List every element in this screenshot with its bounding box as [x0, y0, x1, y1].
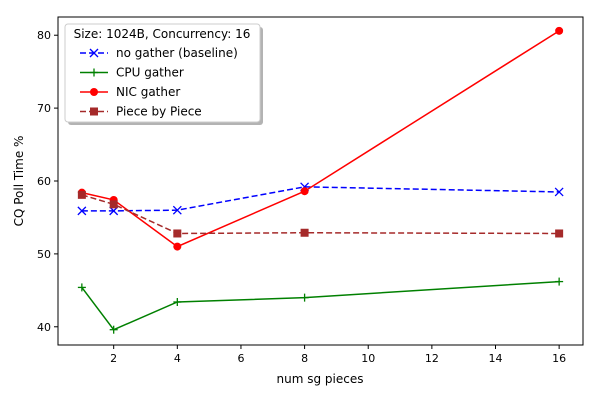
series-piece-by-piece: [77, 190, 564, 238]
data-point: [300, 293, 309, 302]
legend-marker: [89, 48, 99, 58]
series-layer: [77, 26, 564, 334]
x-axis: 2 4 6 8 10 12 14 16: [110, 345, 566, 365]
y-tick-label: 80: [37, 29, 51, 42]
data-point: [77, 283, 86, 292]
legend-marker: [90, 107, 98, 116]
series-cpu-gather: [77, 277, 564, 334]
data-point: [555, 229, 564, 238]
legend-label: Piece by Piece: [116, 105, 202, 119]
data-point: [300, 187, 309, 196]
data-point: [77, 206, 87, 216]
y-tick-label: 50: [37, 248, 51, 261]
data-point: [109, 200, 118, 209]
x-tick-label: 12: [425, 352, 439, 365]
legend-title: Size: 1024B, Concurrency: 16: [74, 27, 251, 41]
legend-entry: NIC gather: [80, 85, 180, 99]
data-point: [300, 228, 309, 237]
y-tick-label: 60: [37, 175, 51, 188]
data-point: [173, 242, 182, 251]
legend-box: [64, 23, 261, 123]
legend-entries: no gather (baseline) CPU gather NIC gather…: [80, 46, 238, 119]
legend-marker: [90, 88, 98, 96]
legend-label: NIC gather: [116, 85, 180, 99]
legend-entry: no gather (baseline): [80, 46, 238, 60]
x-tick-label: 16: [552, 352, 566, 365]
data-point: [109, 325, 118, 334]
y-tick-label: 70: [37, 102, 51, 115]
data-point: [555, 26, 564, 35]
legend: Size: 1024B, Concurrency: 16 no gather (…: [64, 23, 263, 125]
data-point: [555, 277, 564, 286]
x-tick-label: 10: [361, 352, 375, 365]
legend-entry: Piece by Piece: [80, 105, 202, 119]
x-tick-label: 4: [174, 352, 181, 365]
x-axis-label: num sg pieces: [277, 372, 364, 386]
y-tick-label: 40: [37, 321, 51, 334]
x-tick-label: 8: [301, 352, 308, 365]
legend-marker: [90, 68, 98, 77]
data-point: [554, 187, 564, 197]
x-tick-label: 2: [110, 352, 117, 365]
legend-label: CPU gather: [116, 66, 184, 80]
legend-label: no gather (baseline): [116, 46, 238, 60]
x-tick-label: 6: [237, 352, 244, 365]
data-point: [173, 229, 182, 238]
y-axis-label: CQ Poll Time %: [12, 136, 26, 227]
legend-entry: CPU gather: [80, 66, 184, 80]
data-point: [172, 205, 182, 215]
y-axis: 40 50 60 70 80: [37, 29, 58, 334]
x-tick-label: 14: [489, 352, 503, 365]
data-point: [173, 297, 182, 306]
data-point: [77, 190, 86, 199]
